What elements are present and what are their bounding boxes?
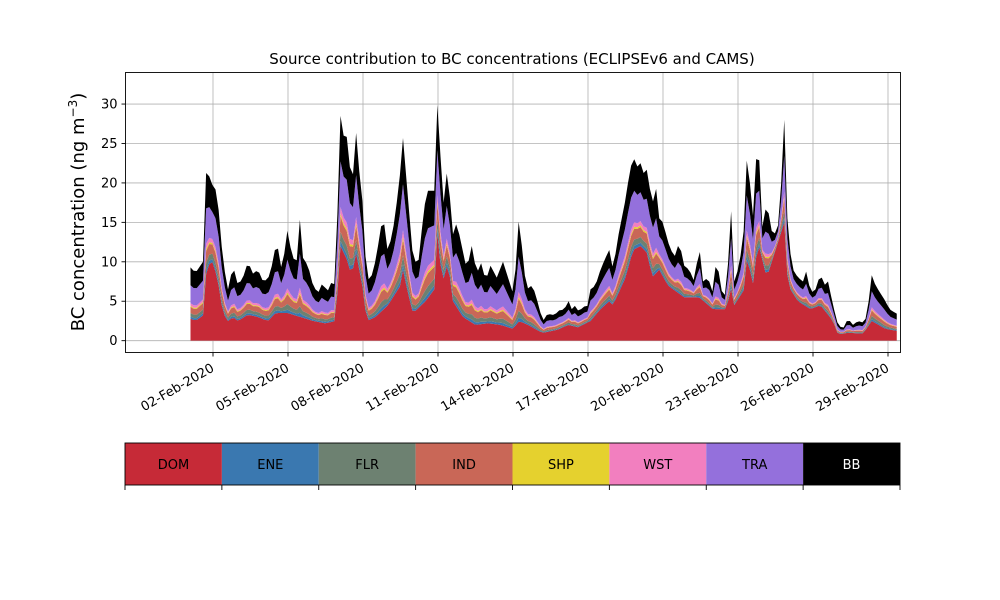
legend-colorbar: DOM ENE FLR IND SHP WST TRA BB [124, 442, 901, 490]
x-tick-label: 02-Feb-2020 [138, 361, 217, 415]
x-tick-label: 17-Feb-2020 [513, 361, 592, 415]
chart-title: Source contribution to BC concentrations… [269, 50, 754, 68]
legend-swatch-dom [125, 443, 222, 485]
x-tick-label: 29-Feb-2020 [813, 361, 892, 415]
legend-label-wst: WST [643, 458, 672, 473]
x-tick-label: 20-Feb-2020 [588, 361, 667, 415]
x-tick-label: 11-Feb-2020 [363, 361, 442, 415]
y-axis-label-suffix: ) [68, 93, 89, 100]
y-axis-label-main: BC concentration (ng m [68, 117, 89, 331]
legend-swatch-shp [512, 443, 610, 485]
y-axis: 0 5 10 15 20 25 30 [101, 98, 126, 349]
y-tick-label: 5 [109, 295, 117, 310]
legend-label-flr: FLR [355, 458, 379, 473]
x-tick-label: 23-Feb-2020 [663, 361, 742, 415]
series-area-dom [190, 222, 897, 341]
x-axis: 02-Feb-202005-Feb-202008-Feb-202011-Feb-… [138, 352, 892, 415]
legend-label-tra: TRA [741, 458, 767, 473]
x-tick-label: 08-Feb-2020 [288, 361, 367, 415]
legend-swatch-wst [609, 443, 707, 485]
y-tick-label: 30 [101, 98, 118, 113]
legend-swatch-flr [318, 443, 416, 485]
series-area-bb [190, 105, 897, 330]
legend-label-bb: BB [843, 458, 861, 473]
x-tick-label: 14-Feb-2020 [438, 361, 517, 415]
legend-swatch-tra [706, 443, 804, 485]
y-tick-label: 10 [101, 255, 118, 270]
legend-label-ind: IND [452, 458, 476, 473]
legend-swatch-ene [221, 443, 319, 485]
y-tick-label: 0 [109, 334, 117, 349]
legend-label-dom: DOM [158, 458, 189, 473]
y-tick-label: 15 [101, 216, 118, 231]
y-tick-label: 20 [101, 176, 118, 191]
y-axis-label: BC concentration (ng m−3) [66, 93, 89, 332]
legend-label-ene: ENE [257, 458, 283, 473]
x-tick-label: 26-Feb-2020 [738, 361, 817, 415]
legend-label-shp: SHP [548, 458, 574, 473]
legend-swatch-ind [415, 443, 513, 485]
legend-swatch-bb [803, 443, 900, 485]
y-axis-label-exponent: −3 [66, 100, 80, 118]
y-tick-label: 25 [101, 137, 118, 152]
x-tick-label: 05-Feb-2020 [213, 361, 292, 415]
series-area-tra [190, 150, 897, 332]
stacked-area-plot [190, 105, 897, 341]
